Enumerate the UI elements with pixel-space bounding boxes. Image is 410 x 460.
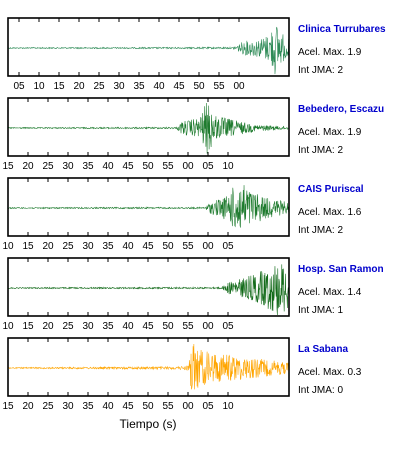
x-tick-label: 40 — [122, 241, 134, 252]
x-tick-label: 25 — [93, 81, 105, 92]
acel-max-label: Acel. Max. 0.3 — [298, 367, 362, 378]
panels-group: 05 10 15 20 25 30 35 40 45 50 55 00 Clinica Turrubar… — [2, 17, 386, 412]
x-tick-label: 10 — [33, 81, 45, 92]
int-jma-label: Int JMA: 0 — [298, 385, 343, 396]
x-tick-label: 55 — [182, 241, 194, 252]
x-tick-label: 55 — [162, 161, 174, 172]
x-tick-label: 05 — [13, 81, 25, 92]
int-jma-label: Int JMA: 2 — [298, 225, 343, 236]
x-tick-label: 30 — [62, 161, 74, 172]
panel-3: 10 15 20 25 30 35 40 45 50 55 00 05 CAIS Puriscal Ace… — [2, 177, 364, 252]
x-tick-label: 20 — [42, 241, 54, 252]
x-tick-label: 55 — [162, 401, 174, 412]
x-tick-label: 50 — [193, 81, 205, 92]
x-tick-label: 35 — [82, 401, 94, 412]
x-tick-label: 10 — [222, 401, 234, 412]
panel-1: 05 10 15 20 25 30 35 40 45 50 55 00 Clinica Turrubar… — [7, 17, 386, 92]
x-tick-label: 40 — [102, 401, 114, 412]
x-tick-label: 00 — [202, 241, 214, 252]
panel-2: 15 20 25 30 35 40 45 50 55 00 05 10 Bebedero, Escazu… — [2, 97, 384, 172]
x-tick-label: 10 — [2, 321, 14, 332]
x-tick-label: 35 — [102, 241, 114, 252]
x-tick-label: 55 — [213, 81, 225, 92]
int-jma-label: Int JMA: 2 — [298, 145, 343, 156]
station-name: Clinica Turrubares — [298, 24, 386, 35]
x-tick-label: 35 — [133, 81, 145, 92]
x-tick-label: 15 — [2, 161, 14, 172]
x-tick-label: 25 — [62, 321, 74, 332]
x-tick-label: 20 — [22, 161, 34, 172]
x-tick-label: 50 — [142, 161, 154, 172]
waveform-trace — [7, 344, 290, 390]
panel-4: 10 15 20 25 30 35 40 45 50 55 00 05 Hosp. San Ramon A… — [2, 257, 384, 332]
x-tick-label: 05 — [222, 241, 234, 252]
acel-max-label: Acel. Max. 1.9 — [298, 47, 362, 58]
acel-max-label: Acel. Max. 1.4 — [298, 287, 362, 298]
x-tick-label: 35 — [82, 161, 94, 172]
x-tick-label: 20 — [73, 81, 85, 92]
station-name: Bebedero, Escazu — [298, 104, 384, 115]
x-tick-label: 00 — [233, 81, 245, 92]
x-tick-label: 50 — [162, 321, 174, 332]
station-name: CAIS Puriscal — [298, 184, 364, 195]
x-tick-label: 40 — [153, 81, 165, 92]
x-tick-label: 10 — [2, 241, 14, 252]
x-tick-label: 40 — [102, 161, 114, 172]
acel-max-label: Acel. Max. 1.6 — [298, 207, 362, 218]
x-tick-label: 30 — [82, 321, 94, 332]
int-jma-label: Int JMA: 1 — [298, 305, 343, 316]
x-tick-label: 50 — [142, 401, 154, 412]
x-tick-label: 00 — [202, 321, 214, 332]
x-tick-label: 50 — [162, 241, 174, 252]
x-tick-label: 45 — [122, 401, 134, 412]
waveform-trace — [7, 185, 290, 228]
panel-5: 15 20 25 30 35 40 45 50 55 00 05 10 La Sabana Acel. M… — [2, 337, 362, 412]
x-tick-label: 25 — [42, 161, 54, 172]
x-axis-label: Tiempo (s) — [120, 417, 177, 431]
x-tick-label: 15 — [22, 241, 34, 252]
x-tick-label: 00 — [182, 161, 194, 172]
panel-frame — [7, 17, 290, 77]
acel-max-label: Acel. Max. 1.9 — [298, 127, 362, 138]
x-tick-label: 30 — [82, 241, 94, 252]
x-tick-label: 05 — [202, 401, 214, 412]
waveform-trace — [7, 102, 290, 154]
x-tick-label: 35 — [102, 321, 114, 332]
x-tick-label: 15 — [2, 401, 14, 412]
x-tick-label: 45 — [142, 241, 154, 252]
x-tick-label: 40 — [122, 321, 134, 332]
x-tick-label: 25 — [62, 241, 74, 252]
x-tick-label: 55 — [182, 321, 194, 332]
waveform-trace — [7, 264, 290, 316]
x-tick-label: 10 — [222, 161, 234, 172]
station-name: La Sabana — [298, 344, 348, 355]
x-tick-label: 05 — [202, 161, 214, 172]
int-jma-label: Int JMA: 2 — [298, 65, 343, 76]
x-tick-label: 05 — [222, 321, 234, 332]
station-name: Hosp. San Ramon — [298, 264, 384, 275]
x-tick-label: 45 — [122, 161, 134, 172]
x-tick-label: 15 — [53, 81, 65, 92]
x-tick-label: 20 — [42, 321, 54, 332]
x-tick-label: 15 — [22, 321, 34, 332]
x-tick-label: 45 — [142, 321, 154, 332]
x-tick-label: 45 — [173, 81, 185, 92]
x-tick-label: 00 — [182, 401, 194, 412]
panel-frame — [7, 177, 290, 237]
panel-frame — [7, 97, 290, 157]
x-tick-label: 30 — [62, 401, 74, 412]
x-tick-label: 30 — [113, 81, 125, 92]
waveform-trace — [7, 26, 290, 75]
x-tick-label: 25 — [42, 401, 54, 412]
x-tick-label: 20 — [22, 401, 34, 412]
